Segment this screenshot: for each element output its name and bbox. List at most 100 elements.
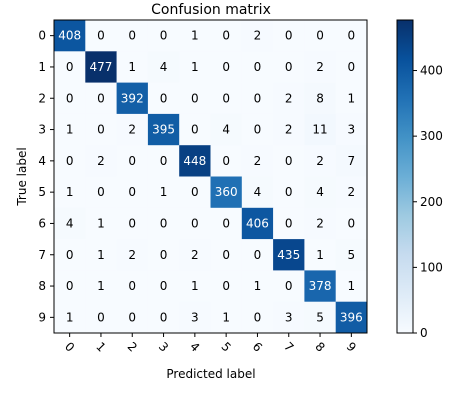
heatmap-cell xyxy=(335,270,368,302)
y-tick-label: 9 xyxy=(38,310,46,324)
heatmap-cell xyxy=(179,113,211,146)
heatmap-cell xyxy=(85,113,117,146)
heatmap-cell xyxy=(179,51,211,83)
heatmap-cell xyxy=(179,239,211,271)
cell-value-label: 2 xyxy=(128,248,136,262)
colorbar-tick-label: 400 xyxy=(420,64,443,78)
heatmap-cell xyxy=(210,176,243,209)
heatmap-cell xyxy=(54,113,86,146)
cell-value-label: 0 xyxy=(285,154,293,168)
cell-value-label: 0 xyxy=(285,216,293,230)
cell-value-label: 0 xyxy=(128,310,136,324)
heatmap-cells xyxy=(54,20,368,334)
cell-value-label: 2 xyxy=(254,154,262,168)
y-tick-label: 5 xyxy=(38,185,46,199)
heatmap-cell xyxy=(241,145,274,177)
heatmap-cell xyxy=(147,207,180,240)
cell-value-label: 2 xyxy=(285,123,293,137)
cell-value-label: 0 xyxy=(348,60,356,74)
heatmap-cell xyxy=(54,176,86,209)
cell-value-label: 0 xyxy=(222,29,230,43)
heatmap-cell xyxy=(304,82,336,115)
heatmap-cell xyxy=(273,82,305,115)
heatmap-cell xyxy=(304,270,336,302)
heatmap-cell xyxy=(241,301,274,334)
heatmap-cell xyxy=(273,207,305,240)
heatmap-cell xyxy=(85,82,117,115)
heatmap-cell xyxy=(54,145,86,177)
cell-value-label: 1 xyxy=(254,279,262,293)
x-tick-label: 5 xyxy=(218,339,233,354)
cell-value-label: 0 xyxy=(222,91,230,105)
heatmap-cell xyxy=(116,239,149,271)
cell-value-label: 0 xyxy=(66,248,74,262)
cell-value-label: 0 xyxy=(128,154,136,168)
y-axis-label: True label xyxy=(15,147,29,206)
cell-value-label: 4 xyxy=(222,123,230,137)
heatmap-cell xyxy=(241,207,274,240)
heatmap-cell xyxy=(116,20,149,52)
heatmap-cell xyxy=(335,176,368,209)
heatmap-cell xyxy=(179,176,211,209)
heatmap-cell xyxy=(116,113,149,146)
cell-value-label: 0 xyxy=(191,216,199,230)
cell-value-label: 0 xyxy=(160,310,168,324)
heatmap-cell xyxy=(304,51,336,83)
heatmap-cell xyxy=(116,51,149,83)
colorbar-tick-label: 300 xyxy=(420,129,443,143)
heatmap-cell xyxy=(147,82,180,115)
heatmap-cell xyxy=(54,301,86,334)
colorbar-tick-label: 0 xyxy=(420,326,428,340)
heatmap-cell xyxy=(241,239,274,271)
heatmap-cell xyxy=(85,176,117,209)
cell-value-label: 477 xyxy=(89,60,112,74)
y-axis-ticks: 0 1 2 3 4 5 6 7 8 9 xyxy=(38,29,54,324)
y-tick-label: 2 xyxy=(38,91,46,105)
heatmap-cell xyxy=(147,51,180,83)
heatmap-cell xyxy=(335,207,368,240)
cell-value-label: 0 xyxy=(254,60,262,74)
cell-value-label: 3 xyxy=(191,310,199,324)
heatmap-cell xyxy=(335,145,368,177)
heatmap-cell xyxy=(179,207,211,240)
heatmap-cell xyxy=(304,20,336,52)
x-axis-label: Predicted label xyxy=(166,367,255,381)
cell-value-label: 2 xyxy=(97,154,105,168)
heatmap-cell xyxy=(116,145,149,177)
cell-value-label: 435 xyxy=(277,248,300,262)
cell-value-label: 1 xyxy=(97,279,105,293)
cell-value-label: 4 xyxy=(254,185,262,199)
heatmap-cell xyxy=(304,113,336,146)
cell-value-label: 3 xyxy=(348,123,356,137)
cell-value-label: 0 xyxy=(128,29,136,43)
cell-value-label: 1 xyxy=(348,279,356,293)
cell-value-label: 360 xyxy=(215,185,238,199)
cell-value-label: 0 xyxy=(160,154,168,168)
cell-value-label: 0 xyxy=(97,29,105,43)
cell-value-label: 0 xyxy=(160,91,168,105)
cell-value-label: 1 xyxy=(191,60,199,74)
heatmap-cell xyxy=(54,239,86,271)
heatmap-cell xyxy=(210,82,243,115)
cell-value-label: 0 xyxy=(128,279,136,293)
cell-value-label: 1 xyxy=(348,91,356,105)
cell-value-label: 1 xyxy=(160,185,168,199)
y-tick-label: 6 xyxy=(38,216,46,230)
heatmap-cell xyxy=(210,145,243,177)
heatmap-cell xyxy=(273,145,305,177)
heatmap-cell xyxy=(210,207,243,240)
colorbar-tick-label: 100 xyxy=(420,260,443,274)
cell-value-label: 395 xyxy=(152,123,175,137)
x-tick-label: 1 xyxy=(93,339,108,354)
heatmap-cell xyxy=(273,270,305,302)
cell-value-label: 2 xyxy=(316,60,324,74)
heatmap-cell xyxy=(147,113,180,146)
heatmap-cell xyxy=(241,270,274,302)
cell-value-label: 1 xyxy=(66,310,74,324)
cell-value-label: 0 xyxy=(128,216,136,230)
heatmap-cell xyxy=(304,176,336,209)
heatmap-cell xyxy=(179,301,211,334)
cell-value-label: 1 xyxy=(222,310,230,324)
cell-value-label: 396 xyxy=(340,310,363,324)
